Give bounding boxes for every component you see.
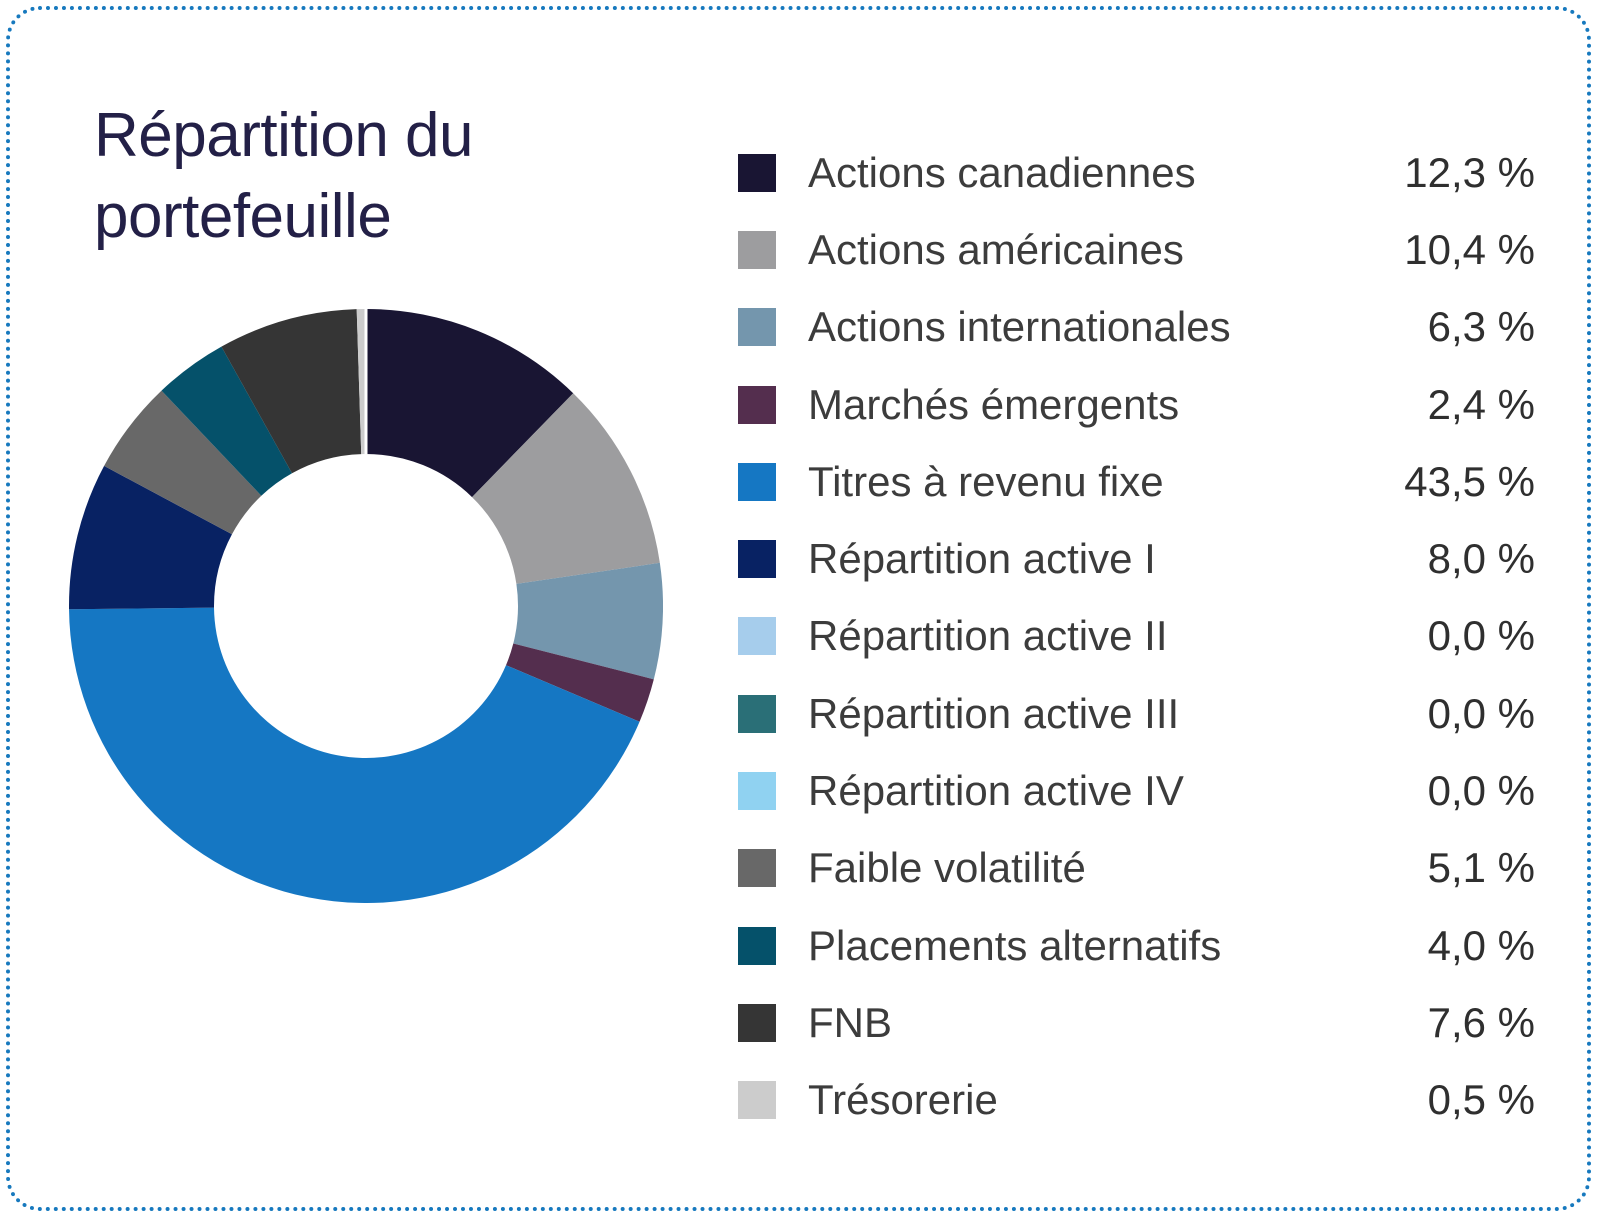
legend-value: 5,1 % xyxy=(1427,844,1535,892)
legend-label: Actions américaines xyxy=(808,225,1184,273)
legend-label: Actions internationales xyxy=(808,303,1231,351)
legend-value: 0,5 % xyxy=(1427,1076,1535,1124)
legend-swatch xyxy=(738,230,776,269)
legend-item: Répartition active I 8,0 % xyxy=(738,520,1535,597)
legend-swatch xyxy=(738,1003,776,1042)
legend-item: FNB 7,6 % xyxy=(738,984,1535,1061)
legend-value: 7,6 % xyxy=(1427,998,1535,1046)
legend-item: Marchés émergents 2,4 % xyxy=(738,366,1535,443)
legend-value: 12,3 % xyxy=(1404,148,1535,196)
donut-slice xyxy=(356,309,366,455)
legend-item: Répartition active II 0,0 % xyxy=(738,598,1535,675)
legend-value: 4,0 % xyxy=(1427,921,1535,969)
legend-item: Actions internationales 6,3 % xyxy=(738,289,1535,366)
portfolio-allocation-card: Répartition du portefeuille Actions cana… xyxy=(6,6,1591,1211)
legend-label: FNB xyxy=(808,998,892,1046)
legend-item: Répartition active III 0,0 % xyxy=(738,675,1535,752)
legend-value: 0,0 % xyxy=(1427,689,1535,737)
legend-label: Répartition active II xyxy=(808,612,1168,660)
legend-value: 0,0 % xyxy=(1427,612,1535,660)
legend-swatch xyxy=(738,540,776,579)
legend-swatch xyxy=(738,849,776,888)
legend-swatch xyxy=(738,926,776,965)
legend-label: Placements alternatifs xyxy=(808,921,1222,969)
legend-value: 43,5 % xyxy=(1404,457,1535,505)
legend-swatch xyxy=(738,385,776,424)
legend-swatch xyxy=(738,308,776,347)
legend-label: Trésorerie xyxy=(808,1076,998,1124)
legend-item: Placements alternatifs 4,0 % xyxy=(738,907,1535,984)
donut-slice xyxy=(69,607,640,903)
legend-label: Titres à revenu fixe xyxy=(808,457,1164,505)
legend-value: 0,0 % xyxy=(1427,767,1535,815)
legend-item: Actions américaines 10,4 % xyxy=(738,211,1535,288)
legend-swatch xyxy=(738,617,776,656)
legend-swatch xyxy=(738,772,776,811)
legend-swatch xyxy=(738,153,776,192)
legend-swatch xyxy=(738,694,776,733)
legend-value: 2,4 % xyxy=(1427,380,1535,428)
donut-slice xyxy=(69,465,232,610)
legend-item: Trésorerie 0,5 % xyxy=(738,1062,1535,1139)
donut-chart xyxy=(69,309,663,903)
legend-value: 10,4 % xyxy=(1404,225,1535,273)
legend-label: Répartition active III xyxy=(808,689,1180,737)
legend-value: 8,0 % xyxy=(1427,535,1535,583)
legend-label: Faible volatilité xyxy=(808,844,1086,892)
legend-label: Actions canadiennes xyxy=(808,148,1196,196)
legend-item: Titres à revenu fixe 43,5 % xyxy=(738,443,1535,520)
donut-slice xyxy=(161,346,293,496)
legend-label: Répartition active I xyxy=(808,535,1156,583)
donut-slice xyxy=(366,309,574,498)
legend-swatch xyxy=(738,1081,776,1120)
donut-slice xyxy=(505,643,654,722)
legend-value: 6,3 % xyxy=(1427,303,1535,351)
legend-label: Marchés émergents xyxy=(808,380,1180,428)
donut-slice xyxy=(513,562,663,680)
donut-slice xyxy=(472,393,660,584)
donut-slice xyxy=(104,390,262,535)
chart-title: Répartition du portefeuille xyxy=(94,101,474,251)
legend-item: Actions canadiennes 12,3 % xyxy=(738,134,1535,211)
legend-item: Faible volatilité 5,1 % xyxy=(738,830,1535,907)
legend: Actions canadiennes 12,3 % Actions américa… xyxy=(738,134,1535,1139)
legend-label: Répartition active IV xyxy=(808,767,1184,815)
donut-slice xyxy=(221,309,362,474)
legend-item: Répartition active IV 0,0 % xyxy=(738,752,1535,829)
legend-swatch xyxy=(738,462,776,501)
